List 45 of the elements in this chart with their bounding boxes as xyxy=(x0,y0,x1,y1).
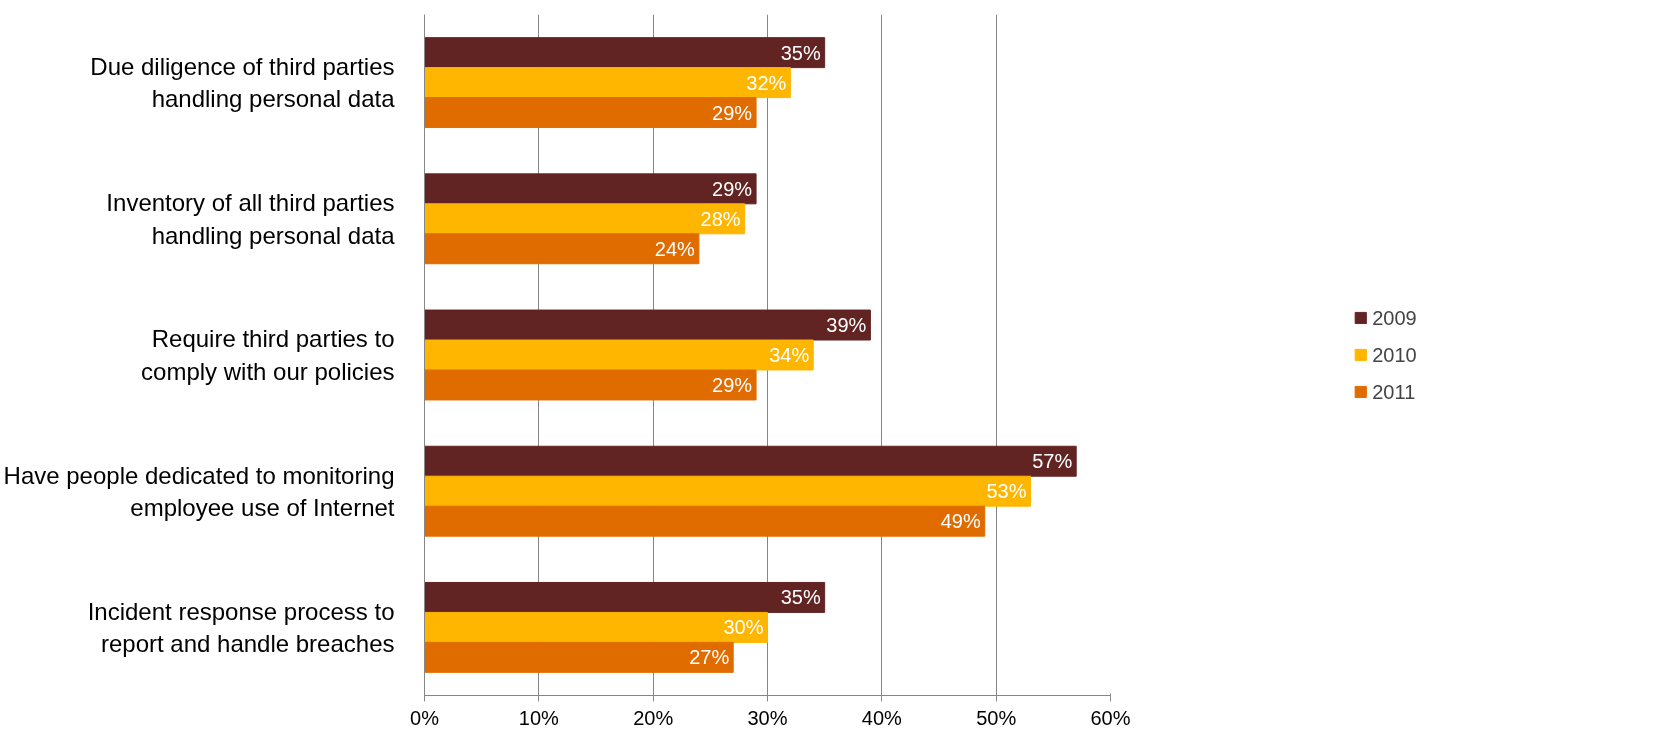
text: 29% xyxy=(712,373,753,396)
text: 35% xyxy=(780,586,821,609)
legend-label: 2009 xyxy=(1372,306,1417,329)
bar xyxy=(424,309,871,341)
text: 24% xyxy=(654,237,695,260)
text: 39% xyxy=(826,314,867,337)
bar xyxy=(424,445,1077,477)
y-tick-label: Have people dedicated to monitoring employee use of Internet xyxy=(3,461,395,521)
y-tick-label: Inventory of all third parties handling personal data xyxy=(106,189,396,249)
y-tick-label: Incident response process to report and handle breaches xyxy=(87,597,395,658)
x-tick-label: 30% xyxy=(747,706,788,729)
bar xyxy=(424,339,814,371)
y-tick-label: Due diligence of third parties handling personal data xyxy=(90,52,396,113)
bar xyxy=(424,641,734,673)
text: 35% xyxy=(780,41,821,64)
text: 29% xyxy=(712,101,753,124)
text: 27% xyxy=(689,646,730,669)
x-tick-label: 40% xyxy=(861,706,903,729)
bar xyxy=(424,475,1031,507)
legend-label: 2010 xyxy=(1372,343,1417,366)
legend-label: 2011 xyxy=(1372,380,1416,403)
text: 32% xyxy=(746,71,787,94)
bar xyxy=(424,505,986,537)
bar xyxy=(424,37,826,69)
bar xyxy=(424,233,700,265)
x-tick-label: 60% xyxy=(1090,706,1131,729)
text: 29% xyxy=(712,177,753,200)
bar xyxy=(424,67,791,99)
text: 57% xyxy=(1032,450,1073,473)
bar xyxy=(424,97,757,129)
bar xyxy=(424,581,826,613)
text: 49% xyxy=(940,510,981,533)
bar xyxy=(424,173,757,205)
x-tick-label: 20% xyxy=(633,706,674,729)
x-tick-label: 50% xyxy=(976,706,1017,729)
text: 53% xyxy=(986,480,1027,503)
bar xyxy=(424,203,746,235)
text: 28% xyxy=(700,207,741,230)
x-tick-label: 10% xyxy=(518,706,560,729)
x-tick-label: 0% xyxy=(410,706,440,729)
bar xyxy=(424,369,757,401)
bar xyxy=(424,611,768,643)
y-tick-label: Require third parties to comply with our policies xyxy=(141,325,395,385)
text: 34% xyxy=(769,344,810,366)
text: 30% xyxy=(723,616,764,639)
